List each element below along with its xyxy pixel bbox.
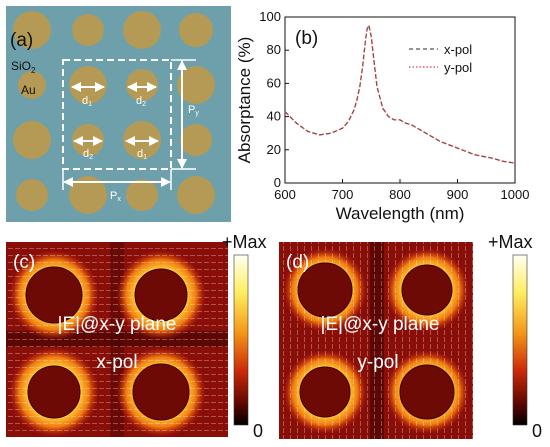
disk xyxy=(13,11,51,49)
panel-c: (c) |E|@x-y plane x-pol +Max 0 xyxy=(6,232,267,441)
d1-label-top: d1 xyxy=(82,95,92,108)
colorbar-c-min: 0 xyxy=(253,421,263,441)
panel-c-text-plane: |E|@x-y plane xyxy=(58,314,177,335)
panel-b-label: (b) xyxy=(295,28,318,49)
disk xyxy=(126,179,158,211)
particle xyxy=(134,268,188,322)
y-tick-label: 20 xyxy=(267,142,281,157)
legend-label-xpol: x-pol xyxy=(444,42,472,57)
panel-a: (a) SiO2 Au d1 d2 d2 d1 Px Py xyxy=(6,6,231,222)
y-tick-label: 80 xyxy=(267,42,281,57)
colorbar-d xyxy=(512,254,528,426)
particle xyxy=(25,266,83,324)
y-axis-title: Absorptance (%) xyxy=(235,37,254,164)
sio2-label: SiO2 xyxy=(11,59,36,75)
disk-array xyxy=(13,11,215,214)
panel-b: 600 700 800 900 1000 0 20 40 60 80 100 (b) Wavelen… xyxy=(235,9,529,223)
unit-cell-box xyxy=(62,59,172,170)
disk xyxy=(13,121,51,159)
py-label: Py xyxy=(188,104,199,117)
colorbar-c xyxy=(233,254,249,426)
disk xyxy=(72,14,104,46)
d2-label-top: d2 xyxy=(136,95,146,108)
panel-d-text-pol: y-pol xyxy=(357,352,398,373)
px-label: Px xyxy=(110,190,121,203)
disk xyxy=(18,71,46,99)
particle xyxy=(27,365,81,419)
x-axis-title: Wavelength (nm) xyxy=(336,204,465,223)
y-tick-label: 0 xyxy=(274,175,281,190)
disk xyxy=(180,124,212,156)
x-tick-label: 600 xyxy=(274,187,296,202)
panel-d-label: (d) xyxy=(286,252,309,273)
x-tick-label: 800 xyxy=(389,187,411,202)
panel-d: (d) |E|@x-y plane y-pol +Max 0 xyxy=(279,232,542,441)
y-tick-label: 100 xyxy=(259,9,281,24)
series-lines xyxy=(284,23,516,164)
particle xyxy=(299,366,351,418)
plot-frame xyxy=(284,16,516,184)
au-label: Au xyxy=(21,83,36,97)
legend: x-pol y-pol xyxy=(409,42,472,75)
x-tick-label: 900 xyxy=(447,187,469,202)
particle xyxy=(401,264,453,316)
particle xyxy=(132,363,190,421)
colorbar-c-max: +Max xyxy=(222,232,267,252)
legend-label-ypol: y-pol xyxy=(444,60,472,75)
disk xyxy=(177,176,215,214)
colorbar-d-max: +Max xyxy=(488,232,533,252)
disk xyxy=(179,13,213,47)
y-tick-label: 40 xyxy=(267,109,281,124)
panel-c-label: (c) xyxy=(13,252,35,273)
panel-c-text-pol: x-pol xyxy=(96,352,137,373)
series-line-x-pol xyxy=(284,23,516,164)
disk xyxy=(123,11,161,49)
panel-a-label: (a) xyxy=(10,30,33,51)
x-tick-label: 1000 xyxy=(501,187,530,202)
colorbar-d-min: 0 xyxy=(532,421,542,441)
x-tick-label: 700 xyxy=(332,187,354,202)
d1-label-bottom: d1 xyxy=(137,148,147,161)
disk xyxy=(16,179,48,211)
y-tick-label: 60 xyxy=(267,75,281,90)
series-line-y-pol xyxy=(284,23,516,164)
particle xyxy=(399,364,455,420)
panel-d-text-plane: |E|@x-y plane xyxy=(321,314,440,335)
particle xyxy=(297,262,353,318)
d2-label-bottom: d2 xyxy=(83,148,93,161)
axis-ticks: 600 700 800 900 1000 0 20 40 60 80 100 xyxy=(259,9,529,202)
